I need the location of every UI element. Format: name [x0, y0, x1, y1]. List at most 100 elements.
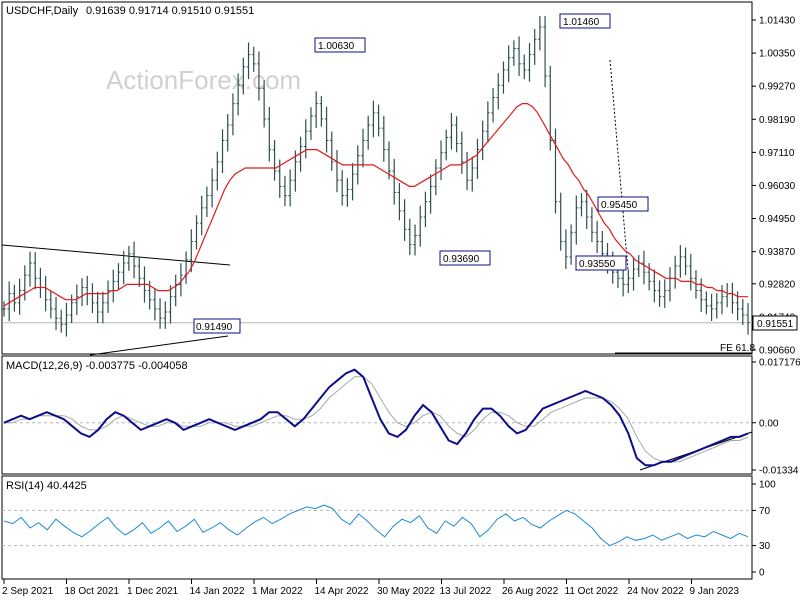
candle [23, 265, 27, 301]
ma-line [3, 103, 748, 307]
candle [720, 285, 724, 315]
candle [392, 158, 397, 205]
candle [387, 141, 391, 180]
candle [506, 45, 511, 83]
candle [303, 119, 308, 159]
candle [444, 129, 449, 161]
candle [558, 192, 563, 251]
candle [137, 257, 142, 287]
candle [95, 291, 100, 324]
candle [470, 156, 475, 192]
candle [194, 215, 199, 250]
candle [740, 299, 745, 325]
candle [642, 250, 646, 285]
candle [402, 199, 407, 241]
candle [543, 15, 547, 88]
candle [652, 269, 657, 303]
candle [7, 281, 12, 322]
candle [132, 241, 136, 279]
candle [231, 93, 235, 136]
rsi-panel [1, 475, 753, 580]
candle [579, 193, 584, 217]
price-y-tick-label: 0.99270 [759, 82, 796, 93]
candle [590, 207, 594, 243]
candle [496, 73, 501, 110]
candle [517, 36, 521, 76]
candle [574, 195, 579, 245]
moving-average [3, 103, 748, 307]
candle [251, 46, 256, 72]
candle [538, 15, 542, 51]
candle [662, 279, 667, 308]
candle [746, 303, 750, 335]
annotations: 1.00630 1.01460 0.93690 0.95450 0.93550 … [193, 13, 755, 354]
candle [501, 61, 506, 94]
candle [486, 101, 490, 143]
annotation-high-2022-10: 1.01460 [563, 17, 600, 28]
price-y-tick-label: 0.90660 [759, 346, 796, 357]
candle [236, 73, 240, 116]
candle [512, 40, 516, 66]
candle [288, 169, 292, 207]
price-y-tick-label: 0.92820 [759, 279, 796, 290]
x-tick-label: 1 Dec 2021 [127, 586, 179, 597]
candle [158, 298, 162, 329]
price-y-tick-label: 0.94950 [759, 214, 796, 225]
candle [340, 170, 344, 206]
annotation-low-2022-08: 0.93690 [443, 254, 480, 265]
annotation-fe618: FE 61.8 [720, 343, 755, 354]
x-tick-label: 24 Nov 2022 [627, 586, 684, 597]
macd-title: MACD(12,26,9) -0.003775 -0.004058 [6, 360, 188, 372]
candle [179, 263, 183, 297]
candle [454, 116, 459, 153]
candle [324, 106, 329, 153]
candle [49, 290, 53, 319]
candle [382, 115, 386, 162]
candle [397, 183, 402, 221]
candle [704, 291, 709, 315]
rsi-series [3, 504, 749, 547]
rsi-y-tick-label: 0 [759, 568, 765, 579]
rsi-line [3, 504, 749, 547]
candle [153, 288, 157, 321]
candle [168, 285, 173, 324]
annotation-low-2022-01: 0.91490 [196, 322, 233, 333]
candle [309, 107, 313, 140]
candle [584, 189, 589, 230]
rsi-title: RSI(14) 40.4425 [6, 480, 87, 492]
candle [491, 87, 495, 123]
candle [449, 112, 454, 150]
candle [522, 54, 527, 80]
candle [163, 301, 168, 329]
candle [33, 252, 38, 290]
candle [173, 274, 178, 307]
candle [631, 256, 636, 291]
x-tick-label: 14 Jan 2022 [190, 586, 245, 597]
candle [121, 250, 126, 285]
candle [241, 57, 246, 95]
candle [12, 284, 17, 312]
macd-lines [3, 368, 749, 467]
annotation-low-2022-11: 0.93550 [579, 259, 616, 270]
candle [199, 195, 204, 236]
candle [714, 293, 719, 319]
price-y-tick-label: 1.01430 [759, 16, 796, 27]
macd-y-tick-label: -0.01334 [759, 466, 799, 477]
ohlc-readout: 0.91639 0.91714 0.91510 0.91551 [86, 5, 254, 17]
last-price-label: 0.91551 [757, 319, 794, 330]
candle [257, 51, 261, 101]
candle [626, 269, 631, 294]
triangle-lower-line [89, 335, 229, 356]
candle [106, 280, 110, 313]
candle [2, 301, 6, 317]
candle [475, 138, 480, 179]
macd-series-signal [4, 376, 749, 463]
candle [678, 245, 683, 278]
x-axis-ticks: 2 Sep 2021 18 Oct 2021 1 Dec 2021 14 Jan 20… [2, 579, 739, 597]
candle [361, 128, 365, 168]
triangle-upper-line [1, 244, 231, 266]
candle [366, 115, 370, 150]
candle [423, 191, 428, 228]
rsi-y-tick-label: 100 [759, 480, 776, 491]
macd-panel [1, 355, 753, 475]
